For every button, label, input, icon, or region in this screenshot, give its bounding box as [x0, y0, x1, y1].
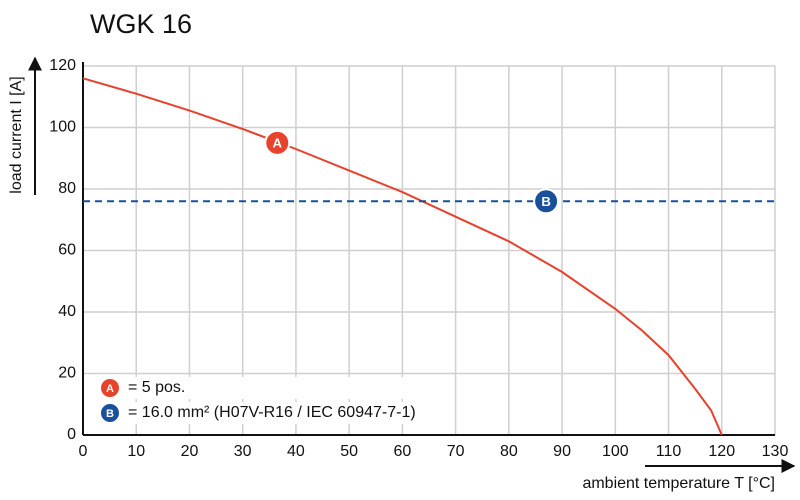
- series-badge: [533, 188, 560, 215]
- x-tick-label: 80: [500, 443, 518, 460]
- x-tick-label: 40: [287, 443, 305, 460]
- y-axis-label: load current I [A]: [8, 76, 25, 193]
- x-tick-label: 130: [762, 443, 789, 460]
- x-tick-label: 30: [234, 443, 252, 460]
- series-badge-letter: A: [273, 135, 283, 150]
- x-tick-label: 20: [181, 443, 199, 460]
- x-tick-label: 100: [602, 443, 629, 460]
- x-tick-label: 120: [708, 443, 735, 460]
- series-badge: [264, 129, 291, 156]
- y-tick-label: 40: [58, 303, 76, 320]
- series-line: [82, 77, 723, 436]
- y-tick-label: 80: [58, 180, 76, 197]
- x-axis-label: ambient temperature T [°C]: [582, 475, 775, 492]
- legend-badge: [99, 377, 121, 399]
- x-tick-label: 90: [553, 443, 571, 460]
- x-tick-label: 60: [393, 443, 411, 460]
- x-tick-label: 110: [656, 443, 682, 460]
- legend-text: = 16.0 mm² (H07V-R16 / IEC 60947-7-1): [128, 404, 416, 421]
- x-tick-label: 50: [340, 443, 358, 460]
- y-tick-label: 20: [58, 365, 76, 382]
- x-tick-label: 70: [447, 443, 465, 460]
- y-tick-label: 0: [67, 426, 76, 443]
- legend-text: = 5 pos.: [128, 379, 185, 396]
- legend-badge-letter: A: [106, 383, 114, 395]
- x-tick-label: 0: [79, 443, 88, 460]
- x-tick-label: 10: [127, 443, 145, 460]
- y-tick-label: 100: [49, 119, 76, 136]
- y-tick-label: 60: [58, 242, 76, 259]
- legend-badge: [99, 402, 121, 424]
- legend-badge-letter: B: [106, 408, 114, 420]
- chart-title: WGK 16: [90, 9, 192, 39]
- legend-bg: [100, 377, 440, 399]
- series-badge-letter: B: [541, 194, 551, 209]
- legend-bg: [100, 402, 440, 424]
- y-tick-label: 120: [49, 57, 76, 74]
